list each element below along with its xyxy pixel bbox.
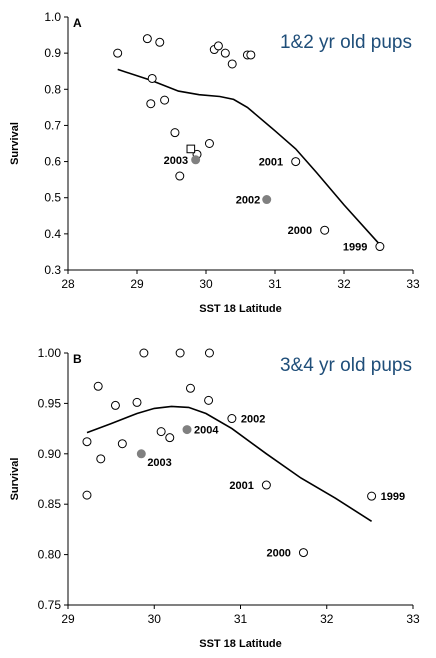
panel-a-data-point bbox=[375, 242, 385, 252]
panel-a-data-point bbox=[142, 34, 152, 44]
panel-b-letter: B bbox=[73, 352, 82, 366]
panel-a-y-axis-label: Survival bbox=[9, 122, 21, 165]
panel-b-point-label-2000: 2000 bbox=[266, 548, 290, 560]
panel-a-y-tick-label: 0.4 bbox=[44, 227, 61, 241]
panel-b-x-axis-label: SST 18 Latitude bbox=[199, 638, 282, 650]
panel-b-x-tick-label: 30 bbox=[148, 612, 162, 626]
panel-a-title: 1&2 yr old pups bbox=[280, 32, 412, 53]
panel-b-data-point bbox=[82, 490, 92, 500]
panel-a-data-point bbox=[113, 48, 123, 58]
panel-a-y-tick-label: 0.7 bbox=[44, 118, 61, 132]
panel-a-data-point-filled bbox=[191, 155, 201, 165]
panel-a-letter: A bbox=[73, 16, 82, 30]
panel-b-data-point bbox=[298, 548, 308, 558]
panel-b-x-tick-label: 32 bbox=[320, 612, 334, 626]
panel-b-point-label-2002: 2002 bbox=[241, 414, 265, 426]
panel-a-point-label-2000: 2000 bbox=[288, 225, 312, 237]
panel-a-data-point bbox=[320, 225, 330, 235]
panel-b-data-point bbox=[110, 400, 120, 410]
panel-b-x-tick-label: 31 bbox=[234, 612, 248, 626]
panel-a-x-tick-label: 31 bbox=[268, 277, 282, 291]
panel-b-y-axis-label: Survival bbox=[9, 458, 21, 501]
panel-a-data-point bbox=[213, 41, 223, 51]
panel-b-data-point bbox=[204, 395, 214, 405]
panel-a-y-tick-label: 0.6 bbox=[44, 155, 61, 169]
panel-a-data-point-square bbox=[186, 144, 196, 154]
panel-a-x-tick-label: 30 bbox=[199, 277, 213, 291]
panel-b-point-label-2003: 2003 bbox=[147, 457, 171, 469]
panel-b-y-tick-label: 1.00 bbox=[38, 346, 62, 360]
panel-b-data-point bbox=[156, 427, 166, 437]
panel-a-trend-curve bbox=[117, 68, 381, 246]
panel-a-point-label-1999: 1999 bbox=[343, 242, 367, 254]
panel-b-data-point bbox=[261, 480, 271, 490]
panel-b-y-tick-label: 0.90 bbox=[38, 447, 62, 461]
panel-a-data-point bbox=[246, 50, 256, 60]
panel-a-y-tick-label: 0.5 bbox=[44, 191, 61, 205]
panel-b-data-point bbox=[93, 381, 103, 391]
panel-b-y-tick-label: 0.80 bbox=[38, 548, 62, 562]
panel-b-y-tick-label: 0.75 bbox=[38, 598, 62, 612]
panel-b-data-point bbox=[227, 414, 237, 424]
panel-b-y-tick-label: 0.85 bbox=[38, 497, 62, 511]
panel-b-data-point bbox=[82, 437, 92, 447]
panel-a-x-tick-label: 33 bbox=[406, 277, 420, 291]
panel-b-data-point bbox=[185, 383, 195, 393]
panel-b-point-label-2001: 2001 bbox=[229, 480, 253, 492]
panel-b-title: 3&4 yr old pups bbox=[280, 355, 412, 376]
panel-a-data-point bbox=[227, 59, 237, 69]
panel-b-point-label-2004: 2004 bbox=[194, 425, 219, 437]
panel-a-x-tick-label: 29 bbox=[130, 277, 144, 291]
panel-a-data-point bbox=[291, 157, 301, 167]
panel-a-y-tick-label: 1.0 bbox=[44, 10, 61, 24]
panel-a-data-point bbox=[175, 171, 185, 181]
panel-b-x-tick-label: 29 bbox=[61, 612, 75, 626]
panel-b-data-point-filled bbox=[136, 449, 146, 459]
panel-a-y-tick-label: 0.8 bbox=[44, 82, 61, 96]
panel-a-data-point bbox=[147, 73, 157, 83]
panel-b-data-point bbox=[139, 348, 149, 358]
panel-a-data-point bbox=[160, 95, 170, 105]
panel-a-point-label-2003: 2003 bbox=[164, 155, 188, 167]
panel-b-trend-curve bbox=[86, 405, 373, 522]
panel-b-data-point bbox=[367, 491, 377, 501]
panel-b-x-tick-label: 33 bbox=[406, 612, 420, 626]
panel-a-x-axis-label: SST 18 Latitude bbox=[199, 303, 282, 315]
panel-b-data-point bbox=[132, 397, 142, 407]
panel-a-point-label-2002: 2002 bbox=[236, 195, 260, 207]
panel-a-data-point-filled bbox=[262, 195, 272, 205]
panel-b-y-tick-label: 0.95 bbox=[38, 396, 62, 410]
panel-b-data-point bbox=[165, 433, 175, 443]
panel-a-point-label-2001: 2001 bbox=[259, 157, 283, 169]
panel-a-data-point bbox=[155, 37, 165, 47]
panel-b-data-point bbox=[204, 348, 214, 358]
panel-b-data-point bbox=[96, 454, 106, 464]
panel-a-x-tick-label: 32 bbox=[337, 277, 351, 291]
panel-b-data-point bbox=[117, 439, 127, 449]
panel-a-data-point bbox=[220, 48, 230, 58]
panel-a-data-point bbox=[204, 139, 214, 148]
panel-b-data-point-filled bbox=[182, 425, 192, 435]
panel-a-data-point bbox=[146, 99, 156, 109]
panel-a-y-tick-label: 0.3 bbox=[44, 263, 61, 277]
panel-a-data-point bbox=[170, 128, 180, 138]
panel-b-data-point bbox=[175, 348, 185, 358]
panel-a-y-tick-label: 0.9 bbox=[44, 46, 61, 60]
panel-a-x-tick-label: 28 bbox=[61, 277, 75, 291]
panel-b-point-label-1999: 1999 bbox=[381, 491, 405, 503]
